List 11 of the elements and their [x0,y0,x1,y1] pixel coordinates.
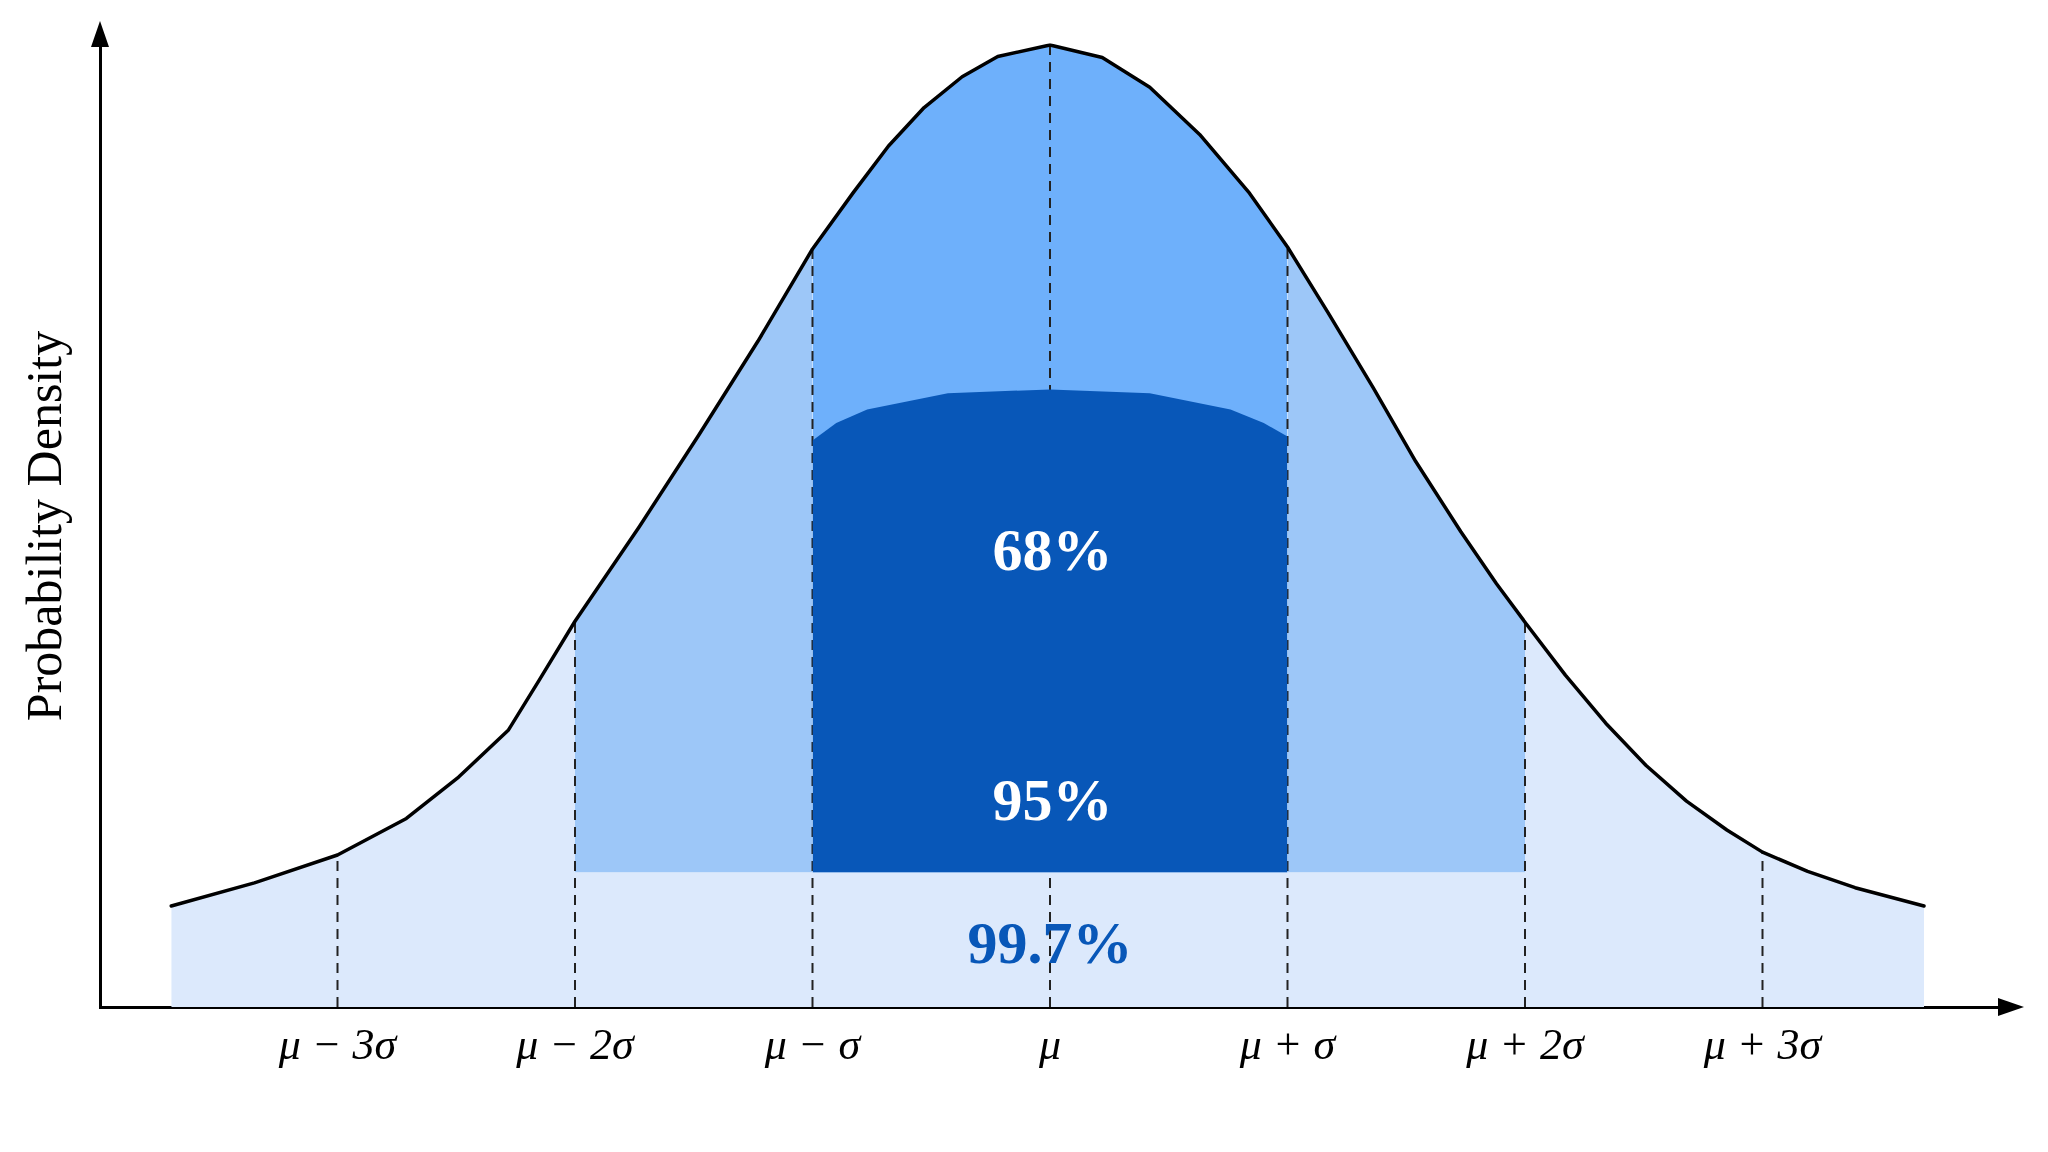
x-tick-label: μ + 3σ [1702,1019,1824,1069]
x-tick-label: μ − 3σ [277,1019,399,1069]
x-tick-label: μ − σ [763,1019,863,1069]
x-tick-label: μ [1037,1019,1062,1069]
x-tick-label: μ + 2σ [1465,1019,1587,1069]
annotation: 99.7% [967,909,1133,976]
y-axis-title: Probability Density [16,330,73,722]
annotation: 68% [992,517,1113,584]
x-tick-label: μ − 2σ [515,1019,637,1069]
x-tick-label: μ + σ [1238,1019,1338,1069]
annotation: 95% [992,767,1113,834]
